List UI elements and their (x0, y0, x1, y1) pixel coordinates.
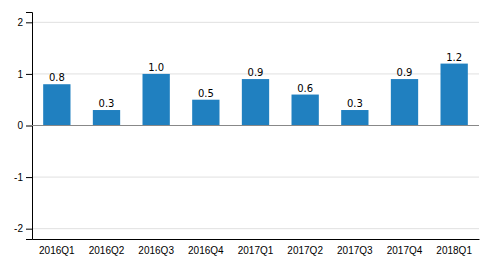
grid-line (32, 125, 479, 126)
bar (341, 110, 368, 125)
y-tick-mark (26, 22, 32, 23)
y-tick-mark (26, 229, 32, 230)
x-tick: 2017Q3 (337, 245, 373, 256)
x-tick-label: 2017Q1 (238, 245, 274, 256)
data-label: 0.3 (99, 98, 115, 109)
y-tick: 0 (17, 120, 32, 131)
grid-line (32, 228, 479, 229)
x-tick-label: 2016Q2 (89, 245, 125, 256)
x-tick: 2017Q1 (238, 245, 274, 256)
y-tick: 1 (17, 69, 32, 80)
y-axis-line (26, 13, 33, 240)
y-tick: -2 (14, 223, 32, 234)
zero-line (32, 125, 479, 126)
bars (43, 64, 468, 126)
x-tick: 2018Q1 (436, 245, 472, 256)
x-tick: 2017Q4 (387, 245, 423, 256)
x-tick: 2017Q2 (287, 245, 323, 256)
grid-line (32, 22, 479, 23)
y-tick-mark (26, 74, 32, 75)
chart: -2-10122016Q12016Q22016Q32016Q42017Q1201… (0, 0, 491, 265)
data-label: 1.2 (446, 52, 462, 63)
x-tick-label: 2016Q3 (138, 245, 174, 256)
bar (93, 110, 120, 125)
bar (391, 79, 418, 125)
data-label: 0.6 (297, 83, 313, 94)
x-tick-label: 2017Q4 (387, 245, 423, 256)
grid (32, 22, 479, 228)
x-tick: 2016Q3 (138, 245, 174, 256)
data-label: 0.9 (397, 67, 413, 78)
x-tick-label: 2016Q1 (39, 245, 75, 256)
data-label: 1.0 (148, 62, 164, 73)
x-tick: 2016Q2 (89, 245, 125, 256)
y-tick: -1 (14, 172, 32, 183)
x-tick-label: 2016Q4 (188, 245, 224, 256)
data-label: 0.3 (347, 98, 363, 109)
y-tick-label: -1 (14, 172, 23, 183)
bar (441, 64, 468, 126)
y-tick-label: 0 (17, 120, 23, 131)
bar (143, 74, 170, 126)
plot: -2-10122016Q12016Q22016Q32016Q42017Q1201… (14, 13, 479, 257)
x-tick-label: 2017Q2 (287, 245, 323, 256)
x-tick: 2016Q1 (39, 245, 75, 256)
data-label: 0.5 (198, 88, 214, 99)
bar (192, 100, 219, 126)
y-tick-mark (26, 126, 32, 127)
data-labels: 0.8 0.3 1.0 0.5 0.9 0.6 0.3 0.9 1.2 (49, 52, 462, 109)
y-tick-label: -2 (14, 223, 23, 234)
x-axis: 2016Q1 2016Q2 2016Q3 2016Q4 2017Q1 2017Q2 2017… (33, 240, 480, 257)
y-tick-mark (26, 177, 32, 178)
x-tick: 2016Q4 (188, 245, 224, 256)
y-tick-label: 2 (17, 17, 23, 28)
data-label: 0.8 (49, 72, 65, 83)
bar (292, 95, 319, 126)
grid-line (32, 177, 479, 178)
y-tick: 2 (17, 17, 32, 28)
x-tick-label: 2017Q3 (337, 245, 373, 256)
bar (43, 84, 70, 125)
y-tick-label: 1 (17, 69, 23, 80)
x-axis-line (33, 239, 480, 240)
y-axis: -2 -1 0 1 2 (14, 13, 32, 240)
bar (242, 79, 269, 125)
data-label: 0.9 (248, 67, 264, 78)
x-tick-label: 2018Q1 (436, 245, 472, 256)
